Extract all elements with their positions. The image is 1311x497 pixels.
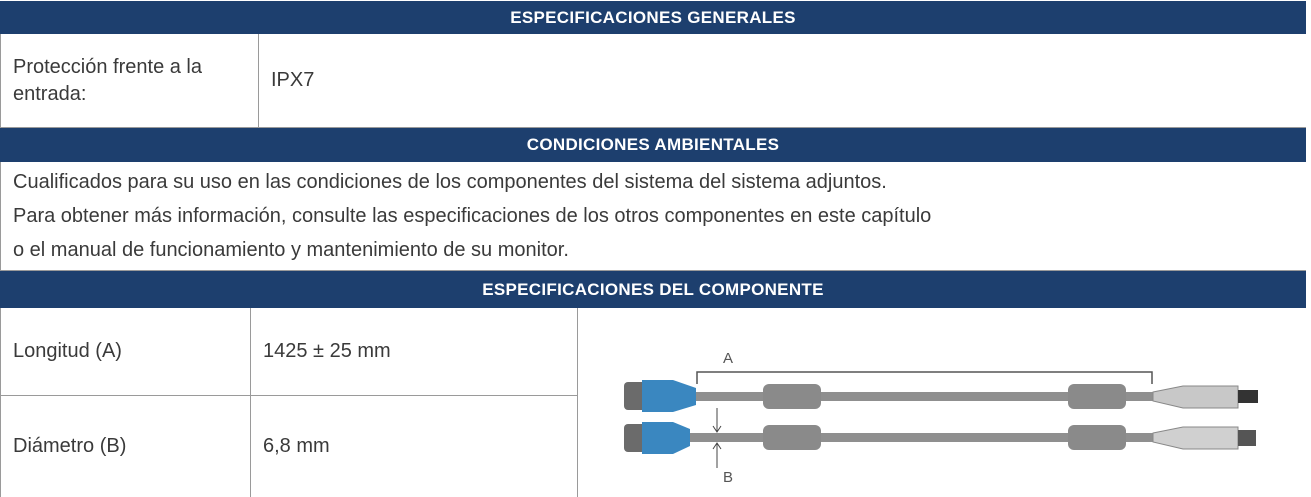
value-cell: 1425 ± 25 mm xyxy=(250,308,577,396)
label-cell: Diámetro (B) xyxy=(0,396,250,497)
label-cell: Longitud (A) xyxy=(0,308,250,396)
cable xyxy=(624,422,1256,454)
dimension-bracket xyxy=(696,371,1153,384)
value-cell: 6,8 mm xyxy=(250,396,577,497)
cable xyxy=(624,380,1258,412)
figure-label: A xyxy=(723,350,733,367)
divider xyxy=(577,308,578,497)
label-cell: Protección frente a la entrada: xyxy=(0,34,258,128)
section-header: ESPECIFICACIONES GENERALES xyxy=(0,1,1306,34)
cable-figure: A B xyxy=(624,350,1258,486)
value-cell: IPX7 xyxy=(258,34,1306,128)
figure-label: B xyxy=(723,469,733,486)
text-line: Para obtener más información, consulte l… xyxy=(13,205,932,227)
text-line: o el manual de funcionamiento y mantenim… xyxy=(13,239,569,261)
paragraph: Cualificados para su uso en las condicio… xyxy=(0,162,1306,271)
dimension-arrows xyxy=(712,408,722,468)
section-header: ESPECIFICACIONES DEL COMPONENTE xyxy=(0,271,1306,308)
section-header: CONDICIONES AMBIENTALES xyxy=(0,128,1306,162)
text-line: Cualificados para su uso en las condicio… xyxy=(13,171,887,193)
